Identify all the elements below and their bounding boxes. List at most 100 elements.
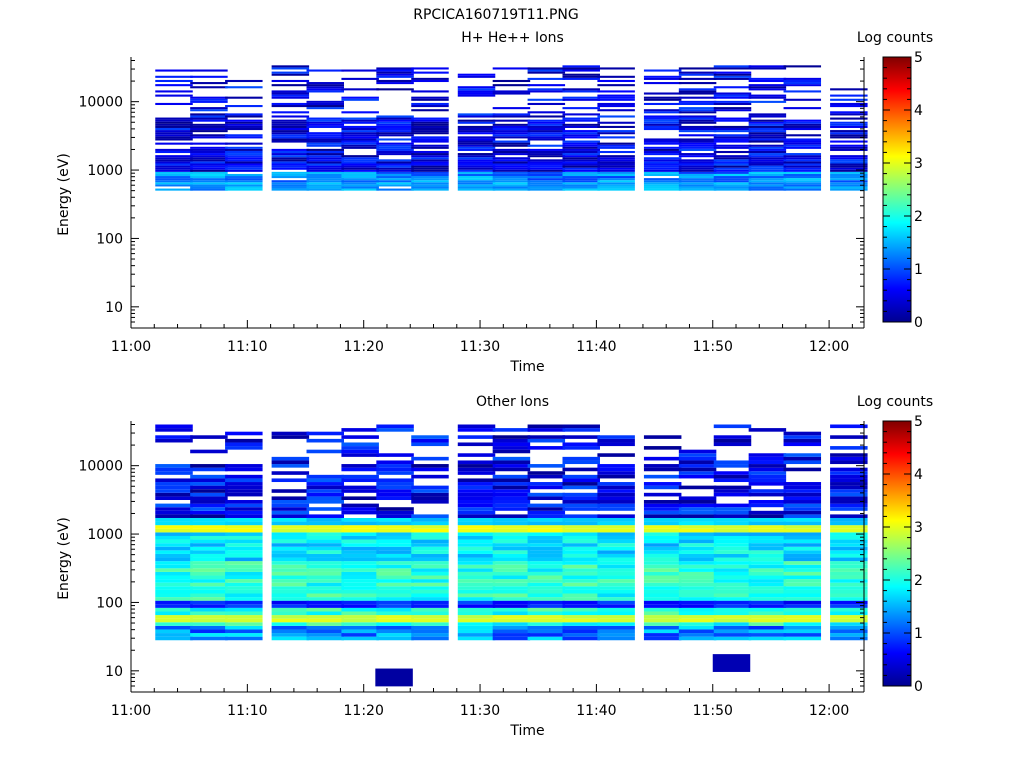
heatmap-cell [748,622,787,626]
heatmap-cell [748,146,787,149]
heatmap-cell [783,525,822,529]
heatmap-cell [190,115,228,118]
heatmap-cell [643,446,682,450]
heatmap-cell [527,464,566,468]
heatmap-cell [597,184,635,187]
heatmap-cell [562,456,600,461]
heatmap-cell [748,514,787,518]
heatmap-cell [713,167,752,170]
heatmap-cell [492,597,531,601]
heatmap-cell [457,600,496,605]
heatmap-cell [411,600,449,605]
heatmap-cell [457,589,496,594]
heatmap-cell [271,607,310,612]
heatmap-cell [643,138,682,141]
heatmap-cell [306,607,345,612]
heatmap-cell [457,532,496,536]
heatmap-cell [225,446,263,450]
heatmap-cell [527,67,566,70]
heatmap-cell [190,142,228,145]
heatmap-cell [225,564,263,569]
heatmap-cell [783,121,822,124]
heatmap-cell [830,492,868,497]
heatmap-cell [341,478,379,483]
heatmap-cell [643,123,682,126]
heatmap-cell [597,500,635,504]
heatmap-cell [155,575,193,580]
heatmap-cell [225,180,263,183]
heatmap-cell [492,535,531,540]
heatmap-cell [643,633,682,637]
heatmap-cell [783,622,822,626]
heatmap-cell [341,157,379,160]
heatmap-cell [748,611,787,616]
heatmap-cell [597,173,635,177]
heatmap-cell [271,535,310,540]
heatmap-cell [643,159,682,162]
heatmap-cell [411,140,449,143]
heatmap-cell [597,561,635,565]
heatmap-cell [341,184,379,187]
heatmap-cell [830,546,868,551]
heatmap-cell [155,568,193,572]
heatmap-cell [748,150,787,154]
heatmap-cell [830,136,868,139]
heatmap-cell [830,496,868,501]
heatmap-cell [457,593,496,598]
heatmap-cell [341,485,379,490]
heatmap-cell [225,169,263,172]
heatmap-cell [643,182,682,185]
heatmap-cell [376,633,414,637]
heatmap-cell [643,579,682,583]
heatmap-cell [376,615,414,619]
heatmap-cell [783,503,822,508]
heatmap-cell [492,464,531,468]
heatmap-cell [678,176,717,179]
heatmap-cell [748,528,787,533]
heatmap-cell [492,579,531,583]
heatmap-cell [527,435,566,439]
heatmap-cell [597,564,635,569]
heatmap-cell [271,94,310,97]
heatmap-cell [643,456,682,461]
heatmap-cell [271,65,310,68]
heatmap-cell [748,550,787,554]
heatmap-cell [492,184,531,187]
heatmap-cell [527,550,566,554]
heatmap-cell [783,460,822,465]
heatmap-cell [713,184,752,187]
heatmap-cell [748,593,787,598]
heatmap-cell [155,94,193,97]
heatmap-cell [155,507,193,511]
heatmap-cell [713,109,752,112]
heatmap-cell [376,471,414,475]
heatmap-cell [678,173,717,177]
heatmap-cell [225,604,263,608]
heatmap-cell [713,130,752,133]
heatmap-cell [190,100,228,103]
heatmap-cell [748,467,787,472]
heatmap-cell [306,604,345,608]
heatmap-cell [341,178,379,181]
heatmap-cell [376,535,414,540]
heatmap-cell [492,79,531,83]
heatmap-cell [562,134,600,137]
heatmap-cell [457,460,496,465]
heatmap-cell [376,604,414,608]
heatmap-cell [597,146,635,149]
heatmap-cell [783,535,822,540]
heatmap-cell [376,586,414,590]
heatmap-cell [190,564,228,569]
heatmap-cell [562,589,600,594]
heatmap-cell [190,82,228,85]
heatmap-cell [527,492,566,497]
heatmap-cell [190,575,228,580]
heatmap-cell [306,188,345,191]
heatmap-cell [341,553,379,558]
heatmap-cell [527,485,566,490]
heatmap-cell [376,582,414,587]
heatmap-cell [457,121,496,124]
heatmap-cell [643,517,682,522]
heatmap-cell [713,464,752,468]
heatmap-cell [562,435,600,439]
